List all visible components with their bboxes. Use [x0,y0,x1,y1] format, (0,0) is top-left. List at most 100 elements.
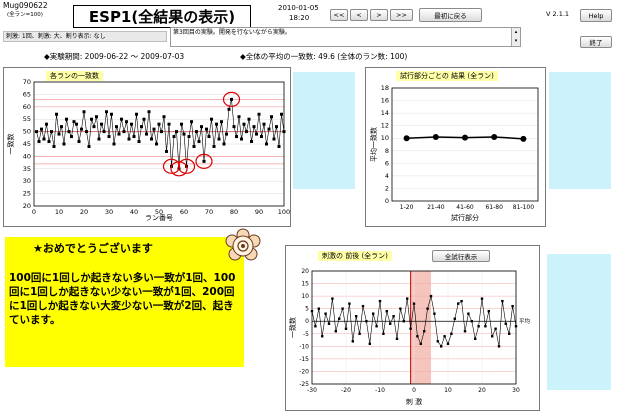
data-point [130,123,133,126]
series-line [37,99,285,168]
y-tick-label: 65 [23,90,31,98]
data-point [98,138,101,141]
data-point [78,140,81,143]
x-tick-label: 0 [32,208,36,216]
data-point [83,110,86,113]
data-point [430,295,432,297]
y-tick-label: 20 [301,268,309,275]
nav-prev-button[interactable]: < [350,9,368,21]
data-point [520,136,526,142]
data-point [335,330,337,332]
data-point [153,128,156,131]
x-tick-label: -10 [375,387,385,394]
data-point [477,325,479,327]
data-point [68,130,71,133]
data-point [404,135,410,141]
y-tick-label: 40 [23,152,31,160]
help-button[interactable]: Help [580,9,612,22]
data-point [195,130,198,133]
data-point [358,333,360,335]
plot-frame [392,88,538,201]
x-tick-label: 21-40 [427,204,445,211]
y-tick-label: -5 [303,331,309,338]
data-point [389,323,391,325]
data-point [278,145,281,148]
x-tick-label: 40 [130,208,138,216]
comment-text: 第3回目の実験。開発を行ないながら実験。 [173,30,291,37]
data-point [491,335,493,337]
x-tick-label: 30 [105,208,113,216]
data-point [103,130,106,133]
data-point [396,338,398,340]
data-point [423,330,425,332]
data-point [205,128,208,131]
data-point [265,143,268,146]
y-tick-label: 50 [23,128,31,136]
data-point [280,113,283,116]
runs-chart-panel: 各ランの一致数 20253035404550556065700102030405… [3,67,291,227]
data-point [110,113,113,116]
x-tick-label: 100 [278,208,290,216]
data-point [175,130,178,133]
data-point [403,320,405,322]
data-point [148,110,151,113]
data-point [123,130,126,133]
x-tick-label: 60 [180,208,188,216]
comment-box[interactable]: 第3回目の実験。開発を行ないながら実験。 ▴▾ [170,27,521,47]
x-tick-label: 41-60 [456,204,474,211]
data-point [375,325,377,327]
data-point [467,312,469,314]
data-point [248,118,251,121]
data-point [230,98,233,101]
y-tick-label: 8 [385,147,389,155]
stimulus-highlight [411,271,431,384]
data-point [113,143,116,146]
data-point [464,330,466,332]
stimulus-chart-panel: 刺激の 前後 (全ラン) 全試行表示 -25-20-15-10-50510152… [285,245,540,411]
data-point [190,120,193,123]
data-point [160,130,163,133]
data-point [80,128,83,131]
back-to-start-button[interactable]: 最初に戻る [419,8,482,22]
data-point [35,130,38,133]
data-point [447,343,449,345]
data-point [100,123,103,126]
data-point [454,318,456,320]
y-axis-label: 一致数 [6,134,15,155]
runs-chart: 2025303540455055606570010203040506070809… [4,68,290,226]
data-point [158,123,161,126]
x-tick-label: 61-80 [485,204,503,211]
data-point [93,125,96,128]
data-point [258,113,261,116]
y-tick-label: 45 [23,140,31,148]
data-point [250,140,253,143]
data-point [253,125,256,128]
data-point [143,118,146,121]
data-point [208,135,211,138]
nav-last-button[interactable]: >> [390,9,413,21]
x-tick-label: 81-100 [513,204,534,211]
nav-next-button[interactable]: > [370,9,388,21]
date-label: 2010-01-05 [278,5,319,13]
data-point [88,145,91,148]
overall-average: ◆全体の平均の一致数: 49.6 (全体のラン数: 100) [240,53,407,61]
side-panel-1 [293,72,355,189]
data-point [243,123,246,126]
side-panel-2 [549,72,611,189]
nav-first-button[interactable]: << [330,9,348,21]
stimulus-chart: -25-20-15-10-505101520-30-20-100102030平均… [286,246,539,410]
data-point [38,140,41,143]
data-point [372,312,374,314]
exit-button[interactable]: 終了 [580,36,612,48]
data-point [48,140,51,143]
data-point [437,340,439,342]
data-point [481,297,483,299]
data-point [365,320,367,322]
data-point [392,315,394,317]
data-point [420,343,422,345]
data-point [225,133,228,136]
comment-scrollbar[interactable]: ▴▾ [511,28,520,46]
data-point [341,307,343,309]
data-point [213,145,216,148]
congrats-box: ★おめでとうございます 100回に1回しか起きない多い一致が1回、100回に1回… [5,237,244,367]
